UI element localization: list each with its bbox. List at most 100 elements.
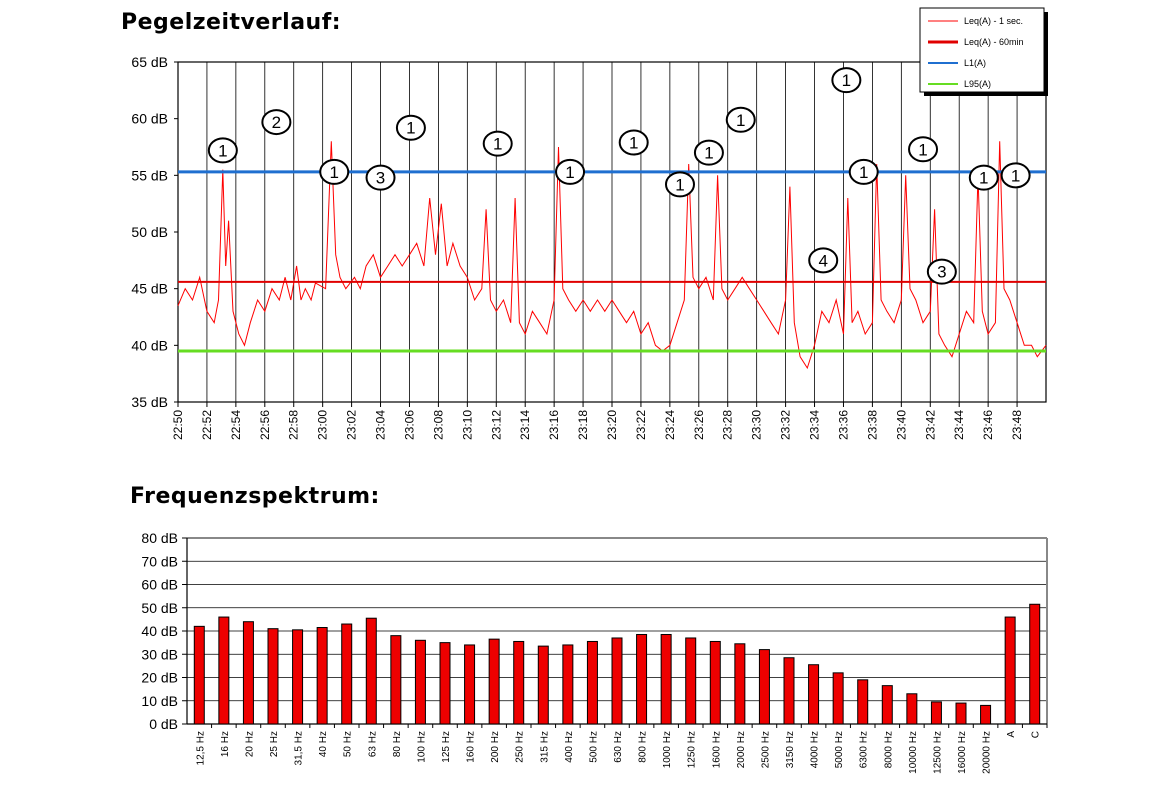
x-tick-label: 25 Hz: [269, 731, 280, 757]
y-tick-label: 50 dB: [131, 224, 168, 240]
legend-label: Leq(A) - 1 sec.: [964, 16, 1023, 26]
spectrum-bar: [365, 617, 377, 725]
spectrum-bar: [832, 672, 844, 725]
x-tick-label: 23:28: [721, 410, 735, 440]
x-tick-label: C: [1031, 731, 1042, 738]
x-tick-label: 23:36: [836, 410, 850, 440]
event-marker: [207, 137, 238, 164]
x-tick-label: 16000 Hz: [957, 731, 968, 774]
x-tick-label: 12500 Hz: [932, 731, 943, 774]
x-tick-label: 23:42: [923, 410, 937, 440]
event-marker-label: 1: [736, 111, 745, 130]
x-tick-label: 23:04: [374, 410, 388, 440]
event-marker: [319, 158, 350, 185]
x-tick-label: 23:44: [952, 410, 966, 440]
x-tick-label: 31,5 Hz: [294, 731, 305, 765]
x-tick-label: 20 Hz: [244, 731, 255, 757]
x-tick-label: 23:08: [431, 410, 445, 440]
spectrum-bar: [341, 623, 353, 725]
event-marker: [618, 129, 649, 156]
spectrum-bar: [464, 644, 476, 725]
event-marker: [365, 164, 396, 191]
spectrum-bar: [1004, 616, 1016, 725]
x-tick-label: 23:38: [865, 410, 879, 440]
x-tick-label: 500 Hz: [588, 731, 599, 763]
x-tick-label: 23:34: [808, 410, 822, 440]
x-tick-label: 22:50: [171, 410, 185, 440]
spectrum-bar: [758, 649, 770, 725]
legend-label: L95(A): [964, 79, 991, 89]
y-tick-label: 60 dB: [141, 577, 178, 593]
event-marker: [482, 130, 513, 157]
spectrum-bar: [709, 640, 721, 725]
x-tick-label: 125 Hz: [441, 731, 452, 763]
event-marker-label: 1: [675, 175, 684, 194]
event-marker-label: 1: [565, 163, 574, 182]
spectrum-bar: [488, 638, 500, 725]
event-marker: [848, 158, 879, 185]
spectrum-bar: [292, 629, 304, 725]
legend-label: Leq(A) - 60min: [964, 37, 1024, 47]
x-tick-label: 23:32: [779, 410, 793, 440]
event-marker: [968, 164, 999, 191]
spectrum-bar: [808, 664, 820, 725]
x-tick-label: 23:26: [692, 410, 706, 440]
event-marker: [908, 136, 939, 163]
x-tick-label: 23:06: [402, 410, 416, 440]
event-marker: [555, 158, 586, 185]
x-tick-label: 5000 Hz: [834, 731, 845, 768]
spectrum-bar: [611, 637, 623, 725]
spectrum-bar: [1029, 603, 1041, 725]
x-tick-label: 23:00: [316, 410, 330, 440]
spectrum-bar: [783, 657, 795, 725]
y-tick-label: 50 dB: [141, 600, 178, 616]
x-tick-label: 23:18: [576, 410, 590, 440]
spectrum-chart-title: Frequenzspektrum:: [130, 484, 380, 509]
x-tick-label: 1600 Hz: [711, 731, 722, 768]
x-tick-label: 6300 Hz: [859, 731, 870, 768]
spectrum-bar: [537, 645, 549, 725]
spectrum-bar: [439, 642, 451, 725]
x-tick-label: 2000 Hz: [736, 731, 747, 768]
spectrum-bar: [906, 693, 918, 725]
x-tick-label: 2500 Hz: [760, 731, 771, 768]
event-marker: [808, 247, 839, 274]
x-tick-label: 23:40: [894, 410, 908, 440]
event-marker: [831, 67, 862, 94]
x-tick-label: 23:14: [518, 410, 532, 440]
x-tick-label: 10000 Hz: [908, 731, 919, 774]
x-tick-label: 63 Hz: [367, 731, 378, 757]
spectrum-bar: [218, 616, 230, 725]
spectrum-bar: [685, 637, 697, 725]
y-tick-label: 40 dB: [131, 337, 168, 353]
spectrum-bar: [930, 701, 942, 725]
legend-label: L1(A): [964, 58, 986, 68]
event-marker-label: 3: [376, 169, 385, 188]
spectrum-bar: [242, 621, 254, 725]
x-tick-label: 80 Hz: [392, 731, 403, 757]
x-tick-label: 1250 Hz: [687, 731, 698, 768]
x-tick-label: 23:24: [663, 410, 677, 440]
x-tick-label: 4000 Hz: [810, 731, 821, 768]
x-tick-label: 315 Hz: [539, 731, 550, 763]
y-tick-label: 20 dB: [141, 670, 178, 686]
y-tick-label: 10 dB: [141, 693, 178, 709]
time-chart-title: Pegelzeitverlauf:: [121, 10, 342, 35]
y-tick-label: 40 dB: [141, 623, 178, 639]
x-tick-label: 22:52: [200, 410, 214, 440]
event-marker-label: 1: [1011, 166, 1020, 185]
event-marker-label: 1: [629, 133, 638, 152]
x-tick-label: 8000 Hz: [883, 731, 894, 768]
spectrum-bar: [513, 640, 525, 725]
x-tick-label: 1000 Hz: [662, 731, 673, 768]
x-tick-label: 40 Hz: [318, 731, 329, 757]
spectrum-bar: [562, 644, 574, 725]
event-marker-label: 1: [330, 163, 339, 182]
event-marker: [261, 109, 292, 136]
x-tick-label: 23:48: [1010, 410, 1024, 440]
y-tick-label: 35 dB: [131, 394, 168, 410]
y-tick-label: 70 dB: [141, 553, 178, 569]
event-marker: [693, 139, 724, 166]
